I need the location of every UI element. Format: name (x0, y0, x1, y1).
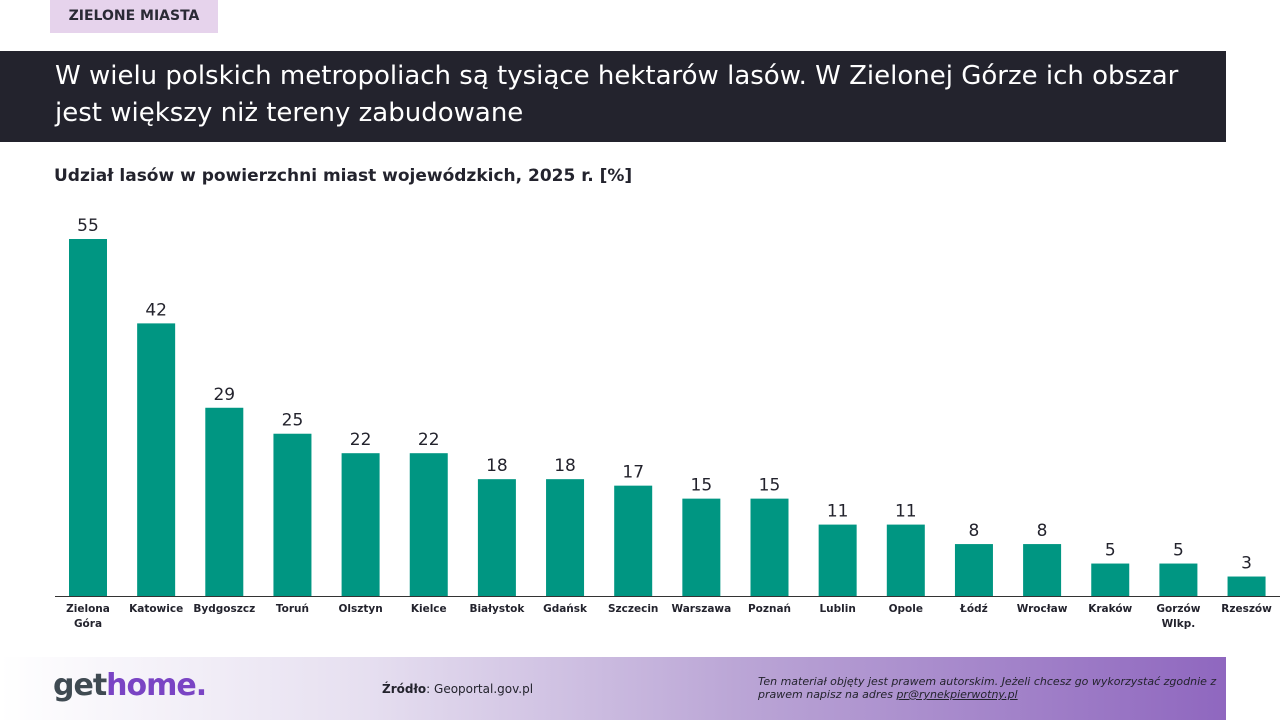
x-tick-label: Zielona (66, 603, 110, 615)
bar (818, 524, 857, 596)
bar (341, 453, 380, 596)
source-value: : Geoportal.gov.pl (426, 682, 534, 696)
data-label: 11 (827, 502, 849, 522)
data-label: 25 (282, 411, 304, 431)
data-label: 17 (622, 463, 644, 483)
data-label: 5 (1105, 541, 1116, 561)
data-label: 3 (1241, 554, 1252, 574)
x-tick-label: Wlkp. (1162, 618, 1196, 630)
title-bar (0, 51, 1226, 142)
bar (477, 479, 516, 596)
bar (409, 453, 448, 596)
bar (682, 498, 721, 596)
x-tick-label: Olsztyn (338, 603, 382, 615)
x-tick-label: Gorzów (1156, 603, 1200, 615)
x-tick-label: Warszawa (671, 603, 731, 615)
x-tick-label: Kraków (1088, 603, 1132, 615)
source-note: Źródło: Geoportal.gov.pl (382, 682, 533, 696)
logo-text-get: get (53, 668, 107, 703)
data-label: 8 (969, 521, 980, 541)
x-tick-label: Lublin (819, 603, 855, 615)
chart-title: Udział lasów w powierzchni miast wojewód… (54, 166, 633, 186)
copyright-text: Ten materiał objęty jest prawem autorski… (758, 675, 1217, 701)
data-label: 55 (77, 216, 99, 236)
x-tick-label: Białystok (469, 603, 525, 615)
data-label: 22 (418, 430, 440, 450)
bar (1091, 563, 1130, 596)
x-tick-label: Wrocław (1017, 603, 1068, 615)
footer (0, 657, 1226, 720)
x-tick-label: Gdańsk (543, 603, 588, 615)
bar (614, 485, 653, 596)
data-label: 42 (145, 300, 167, 320)
x-tick-label: Łódź (959, 603, 988, 615)
page-title: W wielu polskich metropoliach są tysiące… (55, 61, 1179, 128)
bar-chart: 55ZielonaGóra42Katowice29Bydgoszcz25Toru… (55, 216, 1280, 630)
data-label: 22 (350, 430, 372, 450)
data-label: 15 (759, 476, 781, 496)
x-tick-label: Katowice (129, 603, 183, 615)
data-label: 15 (691, 476, 713, 496)
data-label: 18 (554, 456, 576, 476)
x-tick-label: Kielce (411, 603, 447, 615)
x-tick-label: Opole (889, 603, 923, 615)
data-label: 18 (486, 456, 508, 476)
bar (273, 433, 312, 596)
gethome-logo: gethome. (53, 668, 207, 703)
data-label: 8 (1037, 521, 1048, 541)
logo-text-home: home. (106, 668, 207, 703)
bar (1227, 576, 1266, 596)
category-tag: ZIELONE MIASTA (50, 0, 218, 33)
data-label: 29 (213, 385, 235, 405)
x-tick-label: Szczecin (608, 603, 658, 615)
bar (954, 544, 993, 596)
bar (886, 524, 925, 596)
copyright-email-link[interactable]: pr@rynekpierwotny.pl (896, 688, 1018, 701)
bar (546, 479, 585, 596)
copyright-note: Ten materiał objęty jest prawem autorski… (758, 675, 1218, 701)
data-label: 11 (895, 502, 917, 522)
source-label: Źródło (382, 682, 427, 696)
x-tick-label: Góra (74, 618, 102, 630)
bar (69, 239, 107, 596)
x-tick-label: Bydgoszcz (193, 603, 255, 615)
x-tick-label: Rzeszów (1221, 603, 1272, 615)
x-tick-label: Toruń (276, 603, 309, 615)
bar (750, 498, 789, 596)
data-label: 5 (1173, 541, 1184, 561)
bar (137, 323, 176, 596)
bar (1023, 544, 1062, 596)
x-tick-label: Poznań (748, 603, 791, 615)
bar (1159, 563, 1198, 596)
bar (205, 407, 244, 596)
